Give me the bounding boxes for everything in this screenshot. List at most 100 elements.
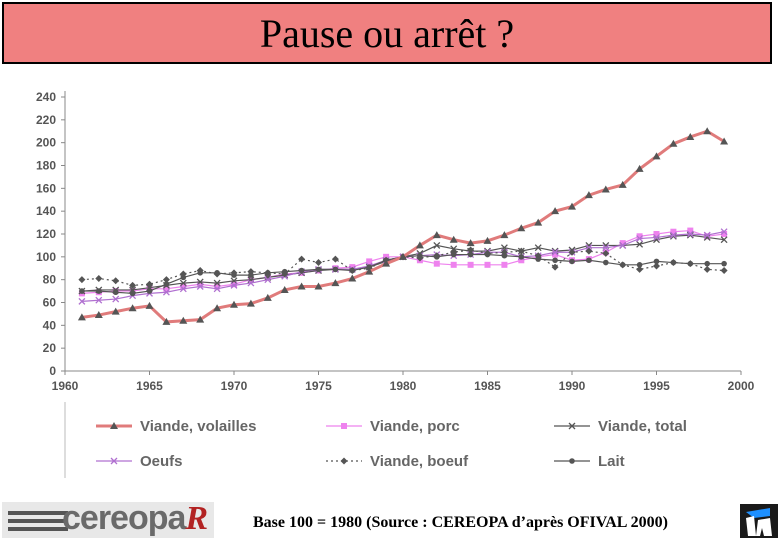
x-tick-label: 1990 (559, 379, 586, 393)
data-point (501, 261, 508, 268)
data-point (145, 301, 154, 309)
data-point (231, 272, 237, 278)
logo-wordmark: cereopa (62, 502, 186, 537)
data-point (669, 139, 678, 147)
legend-item: Oeufs (96, 453, 183, 470)
data-point (534, 218, 543, 226)
data-point (314, 282, 323, 290)
logo-tail: R (185, 502, 208, 537)
data-point (636, 262, 643, 268)
data-point (77, 313, 86, 321)
data-point (230, 300, 238, 308)
y-tick-label: 40 (43, 318, 57, 332)
y-tick-label: 200 (36, 136, 56, 150)
data-point (704, 233, 711, 240)
data-point (484, 251, 491, 258)
data-point (602, 249, 610, 257)
data-point (265, 270, 271, 276)
data-point (129, 281, 137, 289)
data-point (162, 317, 171, 325)
data-point (213, 285, 221, 293)
data-point (197, 281, 204, 288)
data-point (315, 266, 322, 273)
legend-item: Viande, boeuf (326, 453, 469, 470)
data-point (721, 231, 728, 237)
data-point (467, 251, 474, 258)
data-point (551, 207, 560, 215)
x-tick-label: 1975 (305, 379, 332, 393)
data-point (111, 307, 120, 315)
data-point (720, 236, 728, 244)
data-point (602, 244, 610, 252)
data-point (534, 244, 542, 252)
data-point (179, 285, 187, 293)
data-point (619, 240, 626, 247)
data-point (652, 152, 661, 160)
data-point (264, 276, 272, 284)
data-point (687, 227, 694, 234)
data-point (340, 457, 348, 465)
data-point (214, 270, 220, 276)
data-point (467, 261, 474, 268)
data-point (603, 259, 609, 266)
data-point (348, 274, 357, 282)
y-tick-label: 100 (36, 250, 56, 264)
y-tick-label: 180 (36, 159, 56, 173)
data-point (450, 251, 457, 258)
data-point (95, 296, 103, 304)
ofival-logo-icon (740, 504, 778, 538)
data-point (670, 228, 677, 235)
y-tick-label: 80 (43, 273, 57, 287)
data-point (110, 422, 118, 429)
data-point (569, 258, 575, 265)
data-point (721, 260, 727, 267)
data-point (417, 252, 423, 259)
data-point (341, 423, 347, 429)
data-point (552, 251, 559, 258)
data-point (551, 263, 559, 271)
y-tick-label: 60 (43, 296, 57, 310)
data-point (298, 267, 305, 274)
data-point (415, 241, 424, 249)
data-point (535, 256, 541, 262)
chart-series (77, 127, 729, 325)
data-point (297, 282, 306, 290)
legend-item: Viande, total (554, 418, 687, 435)
data-point (687, 260, 694, 267)
data-point (163, 281, 170, 288)
data-point (703, 127, 712, 135)
y-tick-label: 120 (36, 227, 56, 241)
data-point (331, 255, 339, 263)
cereopa-logo: cereopaR (2, 502, 214, 538)
data-point (586, 257, 592, 264)
data-point (94, 311, 103, 319)
data-point (246, 299, 255, 307)
data-point (382, 259, 391, 267)
data-point (484, 261, 491, 268)
data-point (500, 231, 509, 239)
data-point (112, 295, 120, 303)
data-point (518, 257, 525, 264)
data-point (433, 260, 440, 267)
data-point (653, 231, 660, 237)
data-point (636, 240, 644, 248)
data-point (518, 254, 525, 260)
data-point (146, 280, 153, 288)
series-viande-volailles (77, 127, 729, 325)
data-point (248, 272, 254, 278)
y-tick-label: 20 (43, 341, 57, 355)
legend-label: Oeufs (140, 453, 183, 470)
data-point (584, 191, 593, 199)
data-point (365, 267, 374, 275)
x-tick-label: 1970 (221, 379, 248, 393)
data-point (568, 422, 576, 430)
series-line (81, 129, 725, 324)
data-point (619, 262, 626, 268)
data-point (483, 236, 492, 244)
data-point (432, 231, 441, 239)
data-point (703, 231, 711, 239)
data-point (635, 164, 644, 172)
x-tick-label: 1985 (474, 379, 501, 393)
data-point (179, 316, 188, 324)
data-point (95, 275, 103, 283)
